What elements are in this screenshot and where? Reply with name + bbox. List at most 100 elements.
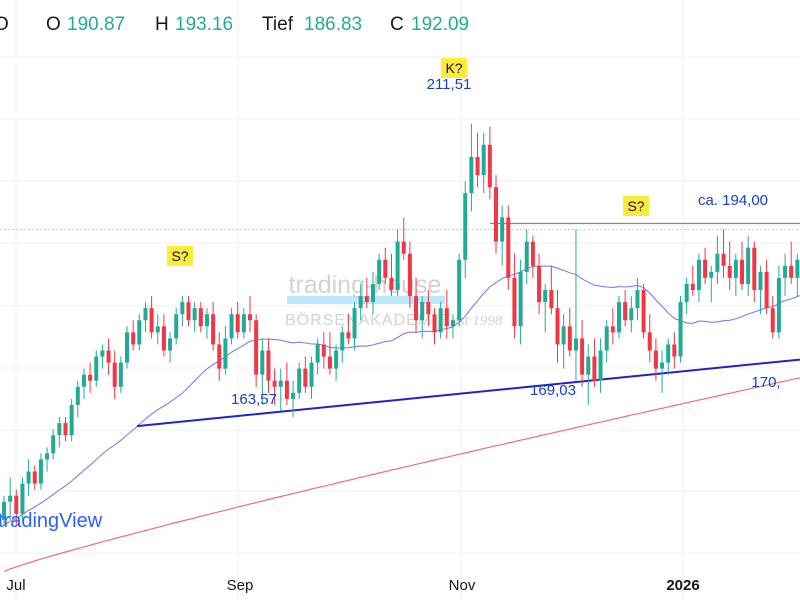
candle-body — [371, 283, 375, 303]
candle-body — [38, 459, 43, 484]
candle-body — [598, 350, 603, 381]
candle-body — [500, 217, 505, 242]
candle-body — [752, 247, 757, 290]
candle-body — [432, 314, 437, 333]
wave-label: S? — [171, 248, 188, 264]
candle-body — [297, 368, 302, 393]
candle-body — [223, 338, 228, 369]
trendline — [136, 358, 800, 428]
annotations: 211,51 163,57 169,03 ca. 194,00 170, S? K? S? — [167, 58, 781, 408]
candle-body — [561, 326, 566, 345]
candle-body — [494, 187, 498, 242]
candle-body — [340, 332, 345, 351]
candle-body — [414, 296, 419, 321]
candle-body — [94, 356, 99, 381]
candle-body — [204, 314, 209, 327]
candle-body — [75, 386, 80, 405]
candle-body — [703, 259, 708, 278]
candle-body — [537, 265, 542, 303]
x-tick-label: Jul — [6, 577, 25, 594]
candle-body — [573, 338, 578, 351]
candle-body — [450, 320, 455, 327]
candle-body — [407, 253, 412, 297]
candle-body — [610, 326, 615, 333]
candle-body — [586, 356, 591, 375]
candle-body — [647, 332, 652, 351]
candle-body — [383, 259, 388, 278]
candle-body — [617, 302, 621, 333]
candle-body — [198, 308, 203, 327]
candle-body — [709, 271, 714, 278]
candle-body — [438, 308, 443, 333]
price-label: ca. 194,00 — [698, 192, 768, 209]
candle-body — [192, 308, 197, 321]
candle-body — [660, 362, 665, 369]
candle-body — [315, 344, 320, 363]
candle-body — [518, 271, 523, 327]
header-close-value: 192.09 — [411, 14, 470, 35]
watermark: trading-house BÖRSENAKADEMIE est 1998 — [285, 271, 503, 329]
candle-body — [211, 314, 216, 345]
candle-body — [469, 156, 474, 194]
candle-body — [32, 471, 37, 484]
candle-body — [487, 144, 492, 188]
candle-body — [266, 350, 271, 381]
x-tick-label: Nov — [449, 577, 476, 594]
candle-body — [758, 271, 763, 290]
candle-body — [137, 320, 142, 345]
candle-body — [549, 290, 554, 309]
candle-body — [180, 302, 185, 315]
candle-body — [346, 332, 351, 339]
header-high-key: H — [155, 14, 169, 35]
watermark-title: trading-house — [289, 271, 442, 299]
candle-body — [69, 404, 74, 436]
candle-body — [161, 326, 166, 351]
price-label: 169,03 — [530, 382, 576, 399]
tradingview-logo: tradingView — [0, 510, 103, 532]
header-leading-char: O — [0, 14, 9, 35]
candle-body — [88, 374, 93, 381]
candles — [2, 123, 800, 526]
candle-body — [580, 338, 585, 375]
candle-body — [229, 314, 234, 339]
candle-body — [543, 290, 548, 303]
candle-body — [45, 453, 50, 460]
candle-body — [20, 483, 25, 514]
overlay-lines — [0, 222, 800, 572]
candle-body — [149, 308, 154, 333]
header-open-value: 190.87 — [67, 14, 126, 35]
candle-body — [334, 350, 339, 369]
candle-body — [696, 259, 701, 290]
sma-slow-line — [3, 377, 800, 572]
candle-body — [168, 338, 173, 351]
candle-body — [26, 471, 31, 484]
candle-body — [260, 350, 265, 375]
wave-label-box — [167, 246, 193, 266]
candle-body — [321, 344, 326, 357]
candle-body — [678, 302, 683, 357]
candle-body — [629, 308, 634, 321]
candle-body — [672, 344, 677, 357]
candle-body — [352, 308, 357, 339]
candle-body — [770, 308, 775, 333]
x-tick-label: Sep — [227, 577, 254, 594]
x-axis: Jul Sep Nov 2026 — [6, 577, 699, 594]
candle-body — [377, 259, 382, 284]
header-low-value: 186.83 — [304, 14, 363, 35]
candle-body — [143, 308, 148, 321]
wave-label: K? — [445, 60, 462, 76]
candle-body — [112, 362, 117, 387]
sma-fast-line — [3, 265, 800, 526]
wave-label-box — [441, 58, 467, 78]
candle-body — [475, 156, 480, 176]
wave-label-box — [623, 196, 649, 216]
candle-body — [783, 265, 788, 278]
header-low-key: Tief — [262, 14, 293, 35]
candle-body — [457, 259, 462, 321]
candle-body — [635, 290, 640, 309]
candle-body — [327, 356, 332, 369]
candle-body — [426, 302, 431, 315]
candle-body — [727, 265, 732, 278]
